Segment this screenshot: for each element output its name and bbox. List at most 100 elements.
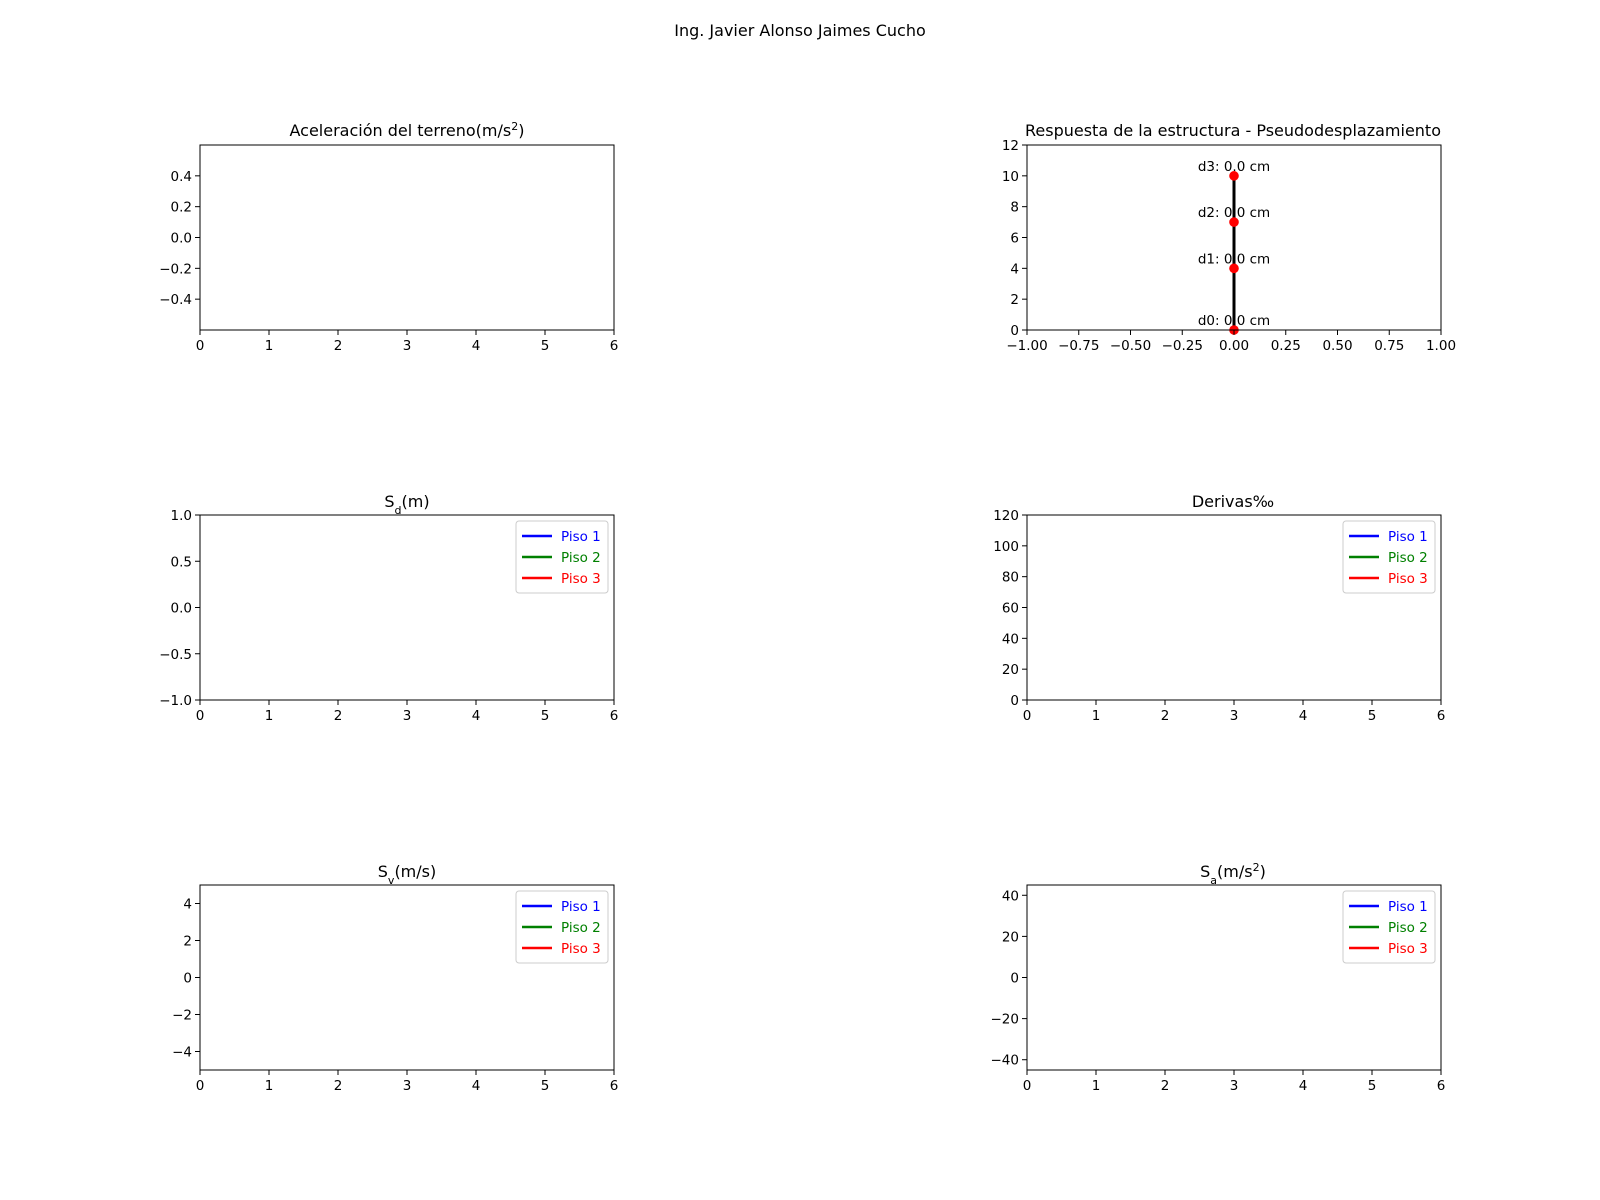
y-tick: −2 [172,1008,200,1024]
panel-title: Respuesta de la estructura - Pseudodespl… [1025,121,1441,140]
y-tick: 0 [1010,693,1027,709]
x-tick: 0 [1023,1070,1031,1094]
x-tick: 5 [541,700,549,724]
y-tick-label: 4 [1010,261,1019,277]
legend: Piso 1 Piso 2 Piso 3 [1342,520,1436,594]
y-tick: 20 [1002,929,1027,945]
y-tick-label: 80 [1002,570,1019,586]
panel-title: Sd(m) [384,492,429,517]
y-tick: 0.4 [171,169,200,185]
x-tick-label: 5 [541,1078,550,1094]
legend-entry: Piso 3 [561,571,601,587]
x-tick: 1 [1092,1070,1101,1094]
legend-entry: Piso 1 [1388,899,1428,915]
x-tick-label: 0.75 [1374,338,1404,354]
x-tick-label: −1.00 [1006,338,1047,354]
legend-entry: Piso 3 [1388,941,1428,957]
legend-frame [1342,890,1436,964]
y-tick: 20 [1002,662,1027,678]
x-tick-label: 3 [1230,1078,1239,1094]
x-tick: 1 [265,1070,274,1094]
x-tick-label: 0 [196,1078,205,1094]
x-tick: 5 [541,330,549,354]
y-tick: 0 [1010,323,1027,339]
x-tick-label: 1 [1092,1078,1101,1094]
y-tick: −20 [991,1012,1027,1028]
node-label: d2: 0.0 cm [1198,205,1270,221]
x-tick-label: 0 [1023,708,1032,724]
structure-node-marker [1229,217,1239,227]
legend-entry: Piso 3 [1388,571,1428,587]
x-tick: 2 [334,330,342,354]
legend-entry: Piso 2 [561,550,601,566]
x-tick-label: 3 [403,708,412,724]
x-tick: 5 [541,1070,550,1094]
axes-background [200,145,614,330]
plot-area-acc: 0 1 2 3 4 5 6 −0.4 −0.2 0.0 0.2 0.4 [159,144,619,354]
node-label: d0: 0.0 cm [1198,313,1270,329]
x-tick: 1.00 [1426,330,1456,354]
x-tick: 1 [265,330,273,354]
y-tick-label: 2 [1010,292,1019,308]
x-tick-label: 6 [610,338,619,354]
y-tick: 4 [1010,261,1027,277]
y-tick: −0.4 [159,292,200,308]
legend-entry: Piso 2 [1388,920,1428,936]
x-tick-label: 0.50 [1322,338,1352,354]
y-tick-label: 40 [1002,631,1019,647]
y-tick: 40 [1002,888,1027,904]
x-tick-label: 6 [1437,708,1446,724]
y-tick: −0.5 [159,647,200,663]
x-tick-label: −0.25 [1162,338,1203,354]
legend-entry: Piso 1 [561,529,601,545]
y-tick: −0.2 [159,261,200,277]
y-tick-label: 0 [1010,693,1019,709]
y-tick-label: 0.0 [171,231,192,247]
x-tick: −1.00 [1006,330,1048,354]
x-tick-label: 4 [472,708,481,724]
x-tick-label: 6 [610,1078,619,1094]
y-tick-label: 120 [993,508,1019,524]
y-tick: 12 [1002,138,1027,154]
y-tick-label: 0.5 [171,554,192,570]
y-tick: 40 [1002,631,1027,647]
y-tick-label: 0 [1010,323,1019,339]
y-tick: 4 [183,897,200,913]
legend: Piso 1 Piso 2 Piso 3 [515,890,609,964]
y-tick-label: 8 [1010,200,1019,216]
y-tick: −4 [172,1045,200,1061]
x-tick: 1 [265,700,274,724]
x-tick-label: 3 [403,338,412,354]
y-tick-label: 20 [1002,929,1019,945]
x-tick-label: 0 [196,708,205,724]
x-tick: 0.00 [1219,330,1249,354]
panel-title: Sa(m/s2) [1200,861,1266,887]
x-tick-label: 6 [610,708,619,724]
x-tick: 3 [403,1070,411,1094]
node-label: d1: 0.0 cm [1198,251,1270,267]
y-tick-label: 100 [993,539,1019,555]
panel-title: Derivas‰ [1192,492,1274,511]
y-tick-label: 2 [183,934,192,950]
legend-frame [515,890,609,964]
x-tick: 0 [196,700,205,724]
x-tick-label: 1 [265,708,274,724]
legend-entry: Piso 3 [561,941,601,957]
y-tick-label: 10 [1002,169,1019,185]
x-tick-label: 4 [1299,708,1308,724]
x-tick-label: 6 [1437,1078,1446,1094]
x-tick: 3 [403,330,412,354]
y-tick-label: 20 [1002,662,1019,678]
x-tick: 4 [472,700,481,724]
x-tick: 2 [1161,700,1169,724]
x-tick-label: 1 [265,1078,274,1094]
y-tick-label: 0.2 [171,200,192,216]
y-tick: 10 [1002,169,1027,185]
x-tick: 0 [196,1070,205,1094]
y-tick: −1.0 [159,693,200,709]
panel-sv: Sv(m/s) 0 1 2 3 4 5 6 −4 −2 0 2 4 Piso 1 Piso 2 Piso 3 [172,862,618,1094]
x-tick: −0.50 [1110,330,1151,354]
